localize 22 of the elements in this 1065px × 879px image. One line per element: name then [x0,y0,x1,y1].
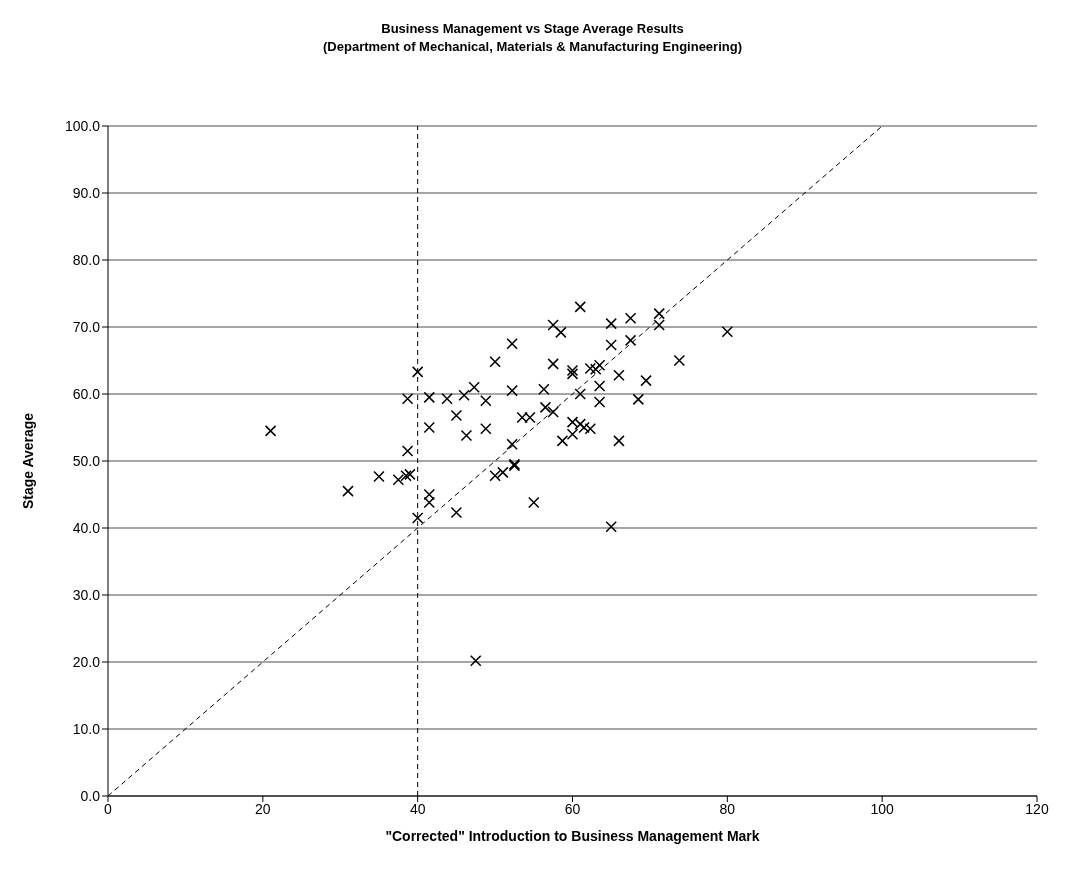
x-tick-label: 100 [870,800,895,817]
y-tick-label: 30.0 [72,586,101,603]
y-axis-title: Stage Average [19,412,36,510]
x-axis-title: "Corrected" Introduction to Business Management Mark [385,828,760,844]
chart-title: Business Management vs Stage Average Results [380,20,685,38]
y-tick-label: 40.0 [72,519,101,536]
y-tick-label: 90.0 [72,184,101,201]
y-tick-label: 50.0 [72,452,101,469]
x-tick-label: 60 [564,800,581,817]
x-tick-label: 20 [255,800,271,817]
y-tick-label: 100.0 [64,117,101,134]
y-tick-label: 80.0 [72,251,101,268]
x-tick-label: 120 [1025,800,1049,817]
x-tick-label: 0 [104,800,113,817]
y-tick-label: 0.0 [80,787,101,804]
x-tick-label: 40 [409,800,426,817]
chart-subtitle: (Department of Mechanical, Materials & Manufacturing Engineering) [322,38,743,56]
y-tick-label: 60.0 [72,385,101,402]
y-tick-label: 10.0 [72,720,101,737]
y-tick-label: 70.0 [72,318,101,335]
y-tick-label: 20.0 [72,653,101,670]
x-tick-label: 80 [719,800,736,817]
